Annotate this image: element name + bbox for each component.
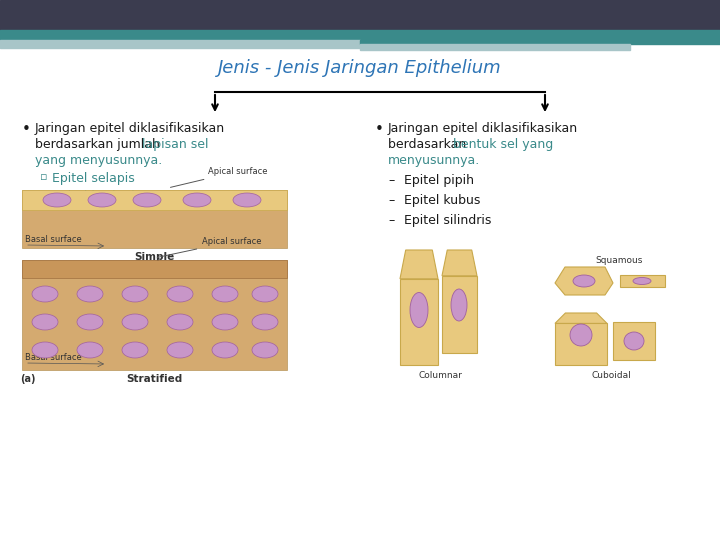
Text: Basal surface: Basal surface xyxy=(25,235,82,244)
Text: Jenis - Jenis Jaringan Epithelium: Jenis - Jenis Jaringan Epithelium xyxy=(218,59,502,77)
Text: Epitel selapis: Epitel selapis xyxy=(52,172,135,185)
Polygon shape xyxy=(400,250,438,279)
Bar xyxy=(400,279,438,365)
Ellipse shape xyxy=(32,314,58,330)
Ellipse shape xyxy=(451,289,467,321)
Bar xyxy=(22,260,287,370)
Ellipse shape xyxy=(410,293,428,327)
Ellipse shape xyxy=(252,286,278,302)
Text: •: • xyxy=(375,122,384,137)
Polygon shape xyxy=(555,313,607,323)
Ellipse shape xyxy=(122,314,148,330)
Ellipse shape xyxy=(167,286,193,302)
Text: Cuboidal: Cuboidal xyxy=(591,371,631,380)
Ellipse shape xyxy=(122,286,148,302)
Bar xyxy=(22,190,287,210)
Text: ▫: ▫ xyxy=(40,172,48,182)
Ellipse shape xyxy=(77,342,103,358)
Text: Stratified: Stratified xyxy=(127,374,183,384)
Text: –: – xyxy=(388,214,395,227)
Ellipse shape xyxy=(633,278,651,285)
Text: Epitel pipih: Epitel pipih xyxy=(404,174,474,187)
Ellipse shape xyxy=(212,342,238,358)
Text: berdasarkan jumlah: berdasarkan jumlah xyxy=(35,138,164,151)
Text: Simple: Simple xyxy=(135,252,175,262)
Text: lapisan sel: lapisan sel xyxy=(142,138,209,151)
Text: bentuk sel yang: bentuk sel yang xyxy=(453,138,553,151)
Text: Squamous: Squamous xyxy=(595,256,643,265)
Ellipse shape xyxy=(167,314,193,330)
Bar xyxy=(360,44,630,50)
Text: Columnar: Columnar xyxy=(418,371,462,380)
Ellipse shape xyxy=(212,314,238,330)
Ellipse shape xyxy=(252,342,278,358)
Text: Apical surface: Apical surface xyxy=(157,237,261,258)
Text: Epitel silindris: Epitel silindris xyxy=(404,214,491,227)
Text: (a): (a) xyxy=(20,374,35,384)
Polygon shape xyxy=(442,250,477,276)
Ellipse shape xyxy=(88,193,116,207)
Text: berdasarkan: berdasarkan xyxy=(388,138,470,151)
Ellipse shape xyxy=(570,324,592,346)
Bar xyxy=(22,260,287,278)
Ellipse shape xyxy=(573,275,595,287)
Ellipse shape xyxy=(77,314,103,330)
Ellipse shape xyxy=(77,286,103,302)
Ellipse shape xyxy=(624,332,644,350)
Ellipse shape xyxy=(167,342,193,358)
Text: ▫: ▫ xyxy=(40,190,48,200)
Ellipse shape xyxy=(133,193,161,207)
Bar xyxy=(360,40,720,44)
Bar xyxy=(555,323,607,365)
Ellipse shape xyxy=(212,286,238,302)
Text: Apical surface: Apical surface xyxy=(171,167,267,187)
Ellipse shape xyxy=(43,193,71,207)
Text: Basal surface: Basal surface xyxy=(25,353,82,362)
Text: Epitel berlapis: Epitel berlapis xyxy=(52,190,141,203)
Bar xyxy=(22,190,287,248)
Ellipse shape xyxy=(32,342,58,358)
Bar xyxy=(442,276,477,353)
Bar xyxy=(620,275,665,287)
Text: –: – xyxy=(388,174,395,187)
Bar xyxy=(0,40,360,48)
Ellipse shape xyxy=(252,314,278,330)
Ellipse shape xyxy=(32,286,58,302)
Bar xyxy=(0,30,720,40)
Text: yang menyusunnya.: yang menyusunnya. xyxy=(35,154,162,167)
Text: Epitel kubus: Epitel kubus xyxy=(404,194,480,207)
Ellipse shape xyxy=(122,342,148,358)
Text: menyusunnya.: menyusunnya. xyxy=(388,154,480,167)
Text: Jaringan epitel diklasifikasikan: Jaringan epitel diklasifikasikan xyxy=(388,122,578,135)
Text: •: • xyxy=(22,122,31,137)
Bar xyxy=(613,322,655,360)
Text: Jaringan epitel diklasifikasikan: Jaringan epitel diklasifikasikan xyxy=(35,122,225,135)
Polygon shape xyxy=(555,267,613,295)
Ellipse shape xyxy=(183,193,211,207)
Bar xyxy=(0,0,720,30)
Ellipse shape xyxy=(233,193,261,207)
Text: –: – xyxy=(388,194,395,207)
